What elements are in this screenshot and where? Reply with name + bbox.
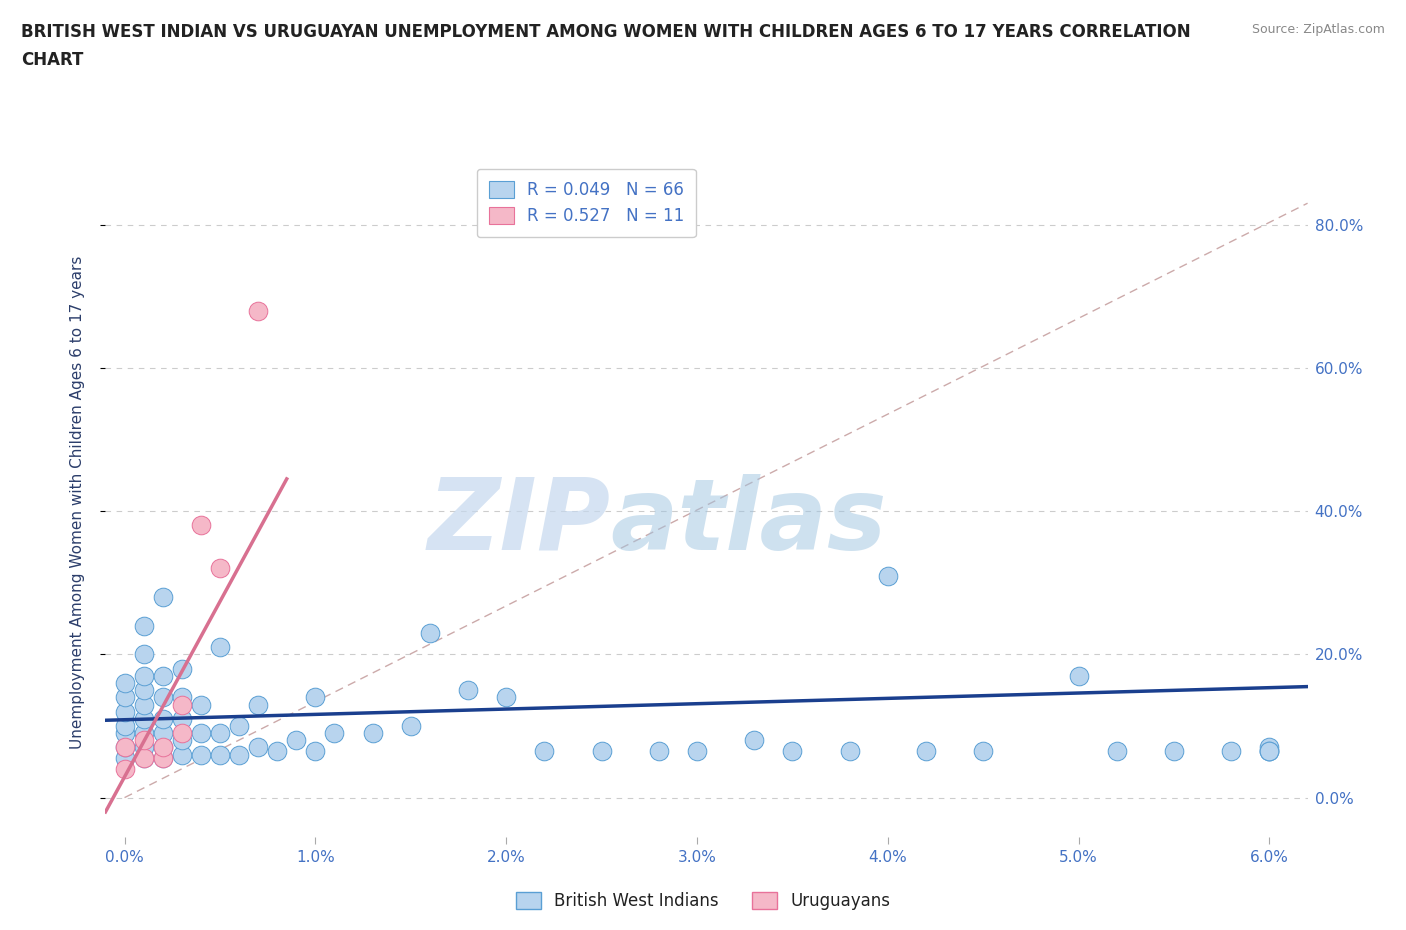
Point [152,740,174,755]
Point [323,725,346,740]
Point [114,740,136,755]
Point [152,690,174,705]
Point [1105,744,1128,759]
Point [247,740,270,755]
Point [170,747,193,762]
Point [132,698,155,712]
Point [170,661,193,676]
Point [114,690,136,705]
Text: atlas: atlas [610,473,887,571]
Point [419,626,441,641]
Point [152,740,174,755]
Point [876,568,898,583]
Point [132,751,155,765]
Y-axis label: Unemployment Among Women with Children Ages 6 to 17 years: Unemployment Among Women with Children A… [70,256,84,749]
Point [247,698,270,712]
Point [132,618,155,633]
Point [648,744,671,759]
Point [152,711,174,726]
Point [1258,740,1281,755]
Point [170,725,193,740]
Point [170,711,193,726]
Point [114,740,136,755]
Point [304,690,326,705]
Point [114,762,136,777]
Point [1258,744,1281,759]
Point [132,711,155,726]
Point [190,518,212,533]
Point [152,725,174,740]
Text: Source: ZipAtlas.com: Source: ZipAtlas.com [1251,23,1385,36]
Point [114,725,136,740]
Point [190,698,212,712]
Point [208,561,231,576]
Point [915,744,938,759]
Point [838,744,860,759]
Point [247,303,270,318]
Text: ZIP: ZIP [427,473,610,571]
Point [114,704,136,719]
Point [132,683,155,698]
Point [152,751,174,765]
Point [304,744,326,759]
Point [170,733,193,748]
Point [170,698,193,712]
Point [533,744,555,759]
Point [228,719,250,734]
Point [132,733,155,748]
Point [686,744,709,759]
Point [208,640,231,655]
Point [208,725,231,740]
Point [399,719,422,734]
Text: BRITISH WEST INDIAN VS URUGUAYAN UNEMPLOYMENT AMONG WOMEN WITH CHILDREN AGES 6 T: BRITISH WEST INDIAN VS URUGUAYAN UNEMPLO… [21,23,1191,41]
Point [132,725,155,740]
Point [132,751,155,765]
Point [114,751,136,765]
Point [190,725,212,740]
Point [782,744,804,759]
Point [972,744,994,759]
Point [285,733,308,748]
Point [132,740,155,755]
Point [114,675,136,690]
Point [591,744,613,759]
Point [228,747,250,762]
Text: CHART: CHART [21,51,83,69]
Point [457,683,479,698]
Point [114,719,136,734]
Point [1258,744,1281,759]
Point [132,669,155,684]
Point [1067,669,1090,684]
Point [170,690,193,705]
Point [1220,744,1243,759]
Point [1163,744,1185,759]
Point [152,590,174,604]
Point [208,747,231,762]
Point [152,751,174,765]
Point [132,647,155,662]
Point [190,747,212,762]
Point [152,669,174,684]
Point [361,725,384,740]
Point [266,744,288,759]
Point [495,690,517,705]
Legend: R = 0.049   N = 66, R = 0.527   N = 11: R = 0.049 N = 66, R = 0.527 N = 11 [477,169,696,237]
Legend: British West Indians, Uruguayans: British West Indians, Uruguayans [509,885,897,917]
Point [742,733,765,748]
Point [1258,744,1281,759]
